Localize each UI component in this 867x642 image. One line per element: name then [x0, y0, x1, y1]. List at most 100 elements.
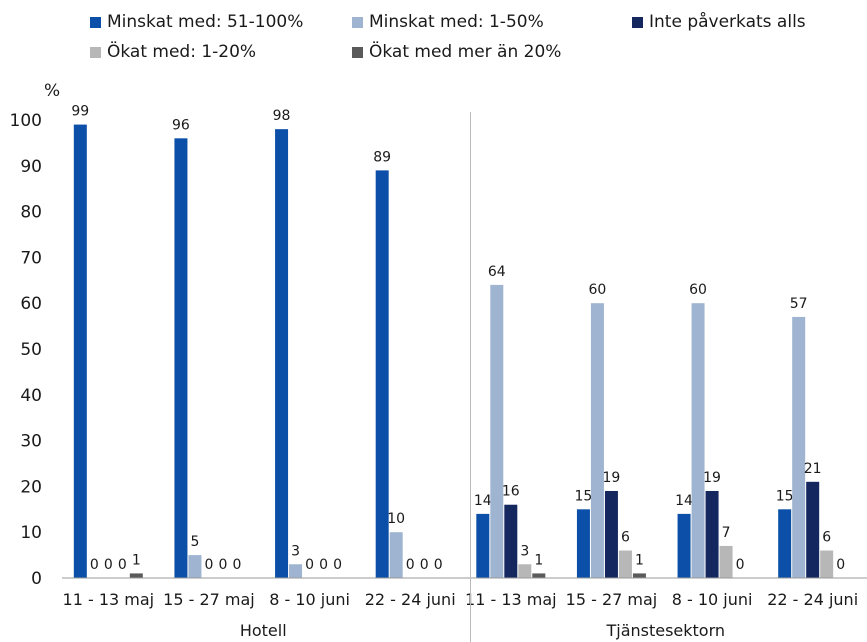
data-label: 15 [575, 488, 593, 504]
data-label: 19 [703, 470, 721, 486]
y-tick-label: 10 [20, 523, 42, 543]
data-label: 1 [534, 552, 543, 568]
data-label: 3 [520, 543, 529, 559]
legend-item: Inte påverkats alls [632, 12, 806, 32]
legend-swatch [352, 16, 363, 28]
data-label: 98 [273, 108, 291, 124]
y-tick-label: 30 [20, 432, 42, 452]
bar [490, 284, 504, 578]
x-axis: 11 - 13 maj 15 - 27 maj 8 - 10 juni 22 - 24… [62, 112, 867, 642]
legend-label: Minskat med: 1-50% [369, 12, 544, 32]
bar [719, 545, 733, 578]
data-label: 0 [204, 557, 213, 573]
data-label: 0 [333, 557, 342, 573]
data-label: 0 [420, 557, 429, 573]
y-axis-unit-label: % [44, 81, 60, 101]
bar [576, 509, 590, 578]
x-tick-label: 22 - 24 juni [767, 590, 858, 609]
data-label: 10 [387, 511, 405, 527]
data-label: 6 [822, 530, 831, 546]
data-label: 0 [406, 557, 415, 573]
data-label: 57 [790, 296, 808, 312]
bar [820, 550, 834, 578]
legend-label: Ökat med: 1-20% [107, 42, 257, 62]
data-label: 0 [104, 557, 113, 573]
y-tick-label: 60 [20, 294, 42, 314]
legend: Minskat med: 51-100% Minskat med: 1-50% … [0, 0, 867, 70]
bar [705, 490, 719, 578]
x-tick-label: 8 - 10 juni [672, 590, 753, 609]
x-tick-label: 15 - 27 maj [163, 590, 255, 609]
bar [590, 303, 604, 578]
data-label: 0 [118, 557, 127, 573]
legend-label: Inte påverkats alls [649, 12, 806, 32]
data-label: 3 [291, 543, 300, 559]
bar [188, 555, 202, 578]
bar [275, 129, 289, 578]
x-tick-label: 15 - 27 maj [566, 590, 658, 609]
y-tick-label: 80 [20, 203, 42, 223]
bar [129, 573, 143, 578]
data-label: 6 [621, 530, 630, 546]
y-tick-label: 20 [20, 477, 42, 497]
legend-swatch [632, 16, 643, 28]
x-tick-label: 11 - 13 maj [63, 590, 155, 609]
bar [518, 564, 532, 578]
legend-swatch [90, 46, 101, 58]
bar [504, 504, 518, 578]
y-tick-label: 70 [20, 248, 42, 268]
bar [73, 124, 87, 578]
data-label: 0 [90, 557, 99, 573]
bar [289, 564, 303, 578]
x-tick-label: 8 - 10 juni [269, 590, 350, 609]
x-tick-label: 22 - 24 juni [365, 590, 456, 609]
data-label: 0 [836, 557, 845, 573]
bar [476, 513, 490, 578]
data-label: 64 [488, 264, 506, 280]
data-label: 0 [305, 557, 314, 573]
data-label: 7 [722, 525, 731, 541]
data-label: 1 [635, 552, 644, 568]
y-tick-label: 0 [31, 569, 42, 589]
data-label: 0 [232, 557, 241, 573]
data-label: 96 [172, 117, 190, 133]
data-label: 60 [689, 282, 707, 298]
legend-item: Ökat med mer än 20% [352, 42, 561, 62]
bar [532, 573, 546, 578]
legend-item: Minskat med: 51-100% [90, 12, 303, 32]
data-label: 21 [804, 461, 822, 477]
legend-label: Ökat med mer än 20% [369, 42, 562, 62]
data-label: 5 [190, 534, 199, 550]
data-label: 0 [736, 557, 745, 573]
legend-swatch [352, 46, 363, 58]
data-label: 14 [675, 493, 693, 509]
data-label: 16 [502, 484, 520, 500]
data-label: 60 [589, 282, 607, 298]
y-axis: 0 10 20 30 40 50 60 70 80 90 100 [10, 111, 42, 589]
bar [677, 513, 691, 578]
y-tick-label: 50 [20, 340, 42, 360]
data-label: 0 [218, 557, 227, 573]
bar [389, 532, 403, 578]
group-label: Hotell [240, 621, 287, 640]
data-label: 14 [474, 493, 492, 509]
bar [778, 509, 792, 578]
legend-item: Ökat med: 1-20% [90, 42, 256, 62]
group-label: Tjänstesektorn [605, 621, 725, 640]
bar [375, 170, 389, 578]
data-label: 19 [603, 470, 621, 486]
bar [691, 303, 705, 578]
data-label: 15 [776, 488, 794, 504]
legend-swatch [90, 16, 101, 28]
bar [632, 573, 646, 578]
y-tick-label: 90 [20, 157, 42, 177]
bar [806, 481, 820, 578]
y-tick-label: 100 [10, 111, 42, 131]
bar [618, 550, 632, 578]
legend-label: Minskat med: 51-100% [107, 12, 304, 32]
data-label: 99 [71, 104, 89, 120]
bar [174, 138, 188, 578]
y-tick-label: 40 [20, 386, 42, 406]
